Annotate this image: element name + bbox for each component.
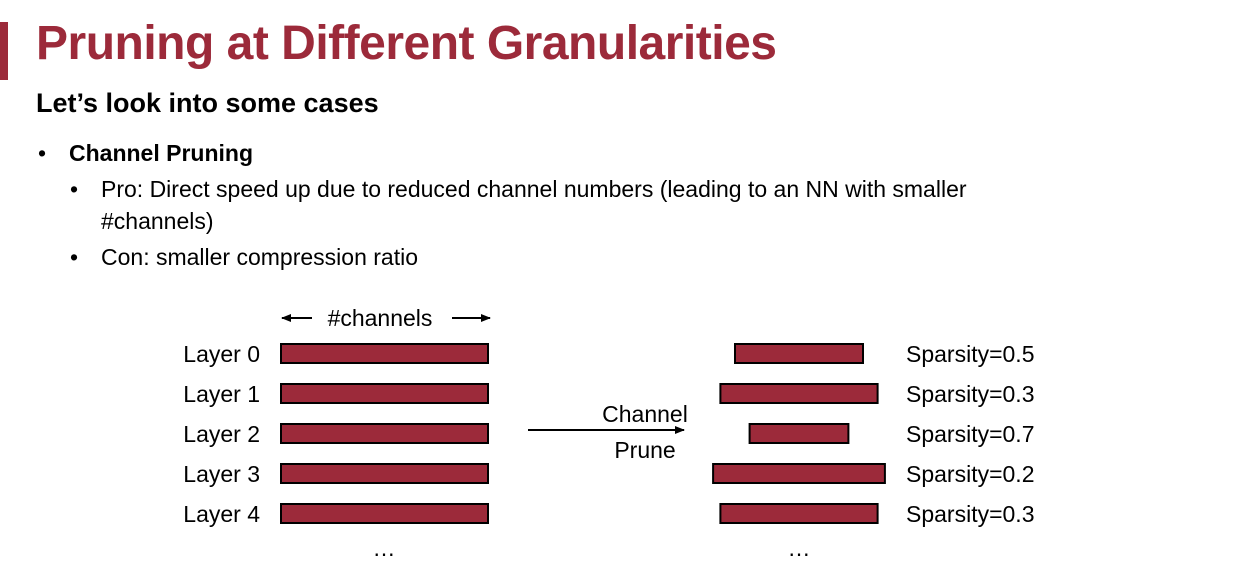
sparsity-label: Sparsity=0.2 xyxy=(906,461,1035,487)
bullet-text-continuation: #channels) xyxy=(101,208,214,234)
prune-arrow-label-line2: Prune xyxy=(614,437,675,463)
bullet-text: Channel Pruning xyxy=(69,140,253,166)
layer-bar-pruned xyxy=(719,383,879,404)
ellipsis-pruned: … xyxy=(788,535,811,561)
sparsity-label: Sparsity=0.3 xyxy=(906,381,1035,407)
channels-label: #channels xyxy=(328,305,433,331)
layer-bar-pruned xyxy=(719,503,879,524)
layer-label: Layer 2 xyxy=(183,421,260,447)
layer-bar-original xyxy=(280,383,489,404)
bullet-text: Pro: Direct speed up due to reduced chan… xyxy=(101,176,967,202)
sparsity-label: Sparsity=0.3 xyxy=(906,501,1035,527)
bullet-dot: • xyxy=(70,244,79,270)
prune-arrow-label-line1: Channel xyxy=(602,401,688,427)
layer-bar-original xyxy=(280,423,489,444)
bullet-text: Con: smaller compression ratio xyxy=(101,244,419,270)
bullet-dot: • xyxy=(70,176,79,202)
layer-bar-original xyxy=(280,503,489,524)
layer-bar-original xyxy=(280,343,489,364)
layer-bar-original xyxy=(280,463,489,484)
layer-bar-pruned xyxy=(712,463,886,484)
layer-bar-pruned xyxy=(734,343,864,364)
layer-bar-pruned xyxy=(748,423,850,444)
sparsity-label: Sparsity=0.7 xyxy=(906,421,1035,447)
bullet-dot: • xyxy=(38,140,47,166)
layer-label: Layer 0 xyxy=(183,341,260,367)
layer-label: Layer 4 xyxy=(183,501,260,527)
title-accent-bar xyxy=(0,22,8,80)
ellipsis-original: … xyxy=(373,535,396,561)
slide-title: Pruning at Different Granularities xyxy=(36,17,777,70)
slide-subtitle: Let’s look into some cases xyxy=(36,88,379,118)
sparsity-label: Sparsity=0.5 xyxy=(906,341,1035,367)
layer-label: Layer 3 xyxy=(183,461,260,487)
layer-label: Layer 1 xyxy=(183,381,260,407)
layers-group: Layer 0 Sparsity=0.5 Layer 1 Sparsity=0.3 La… xyxy=(183,341,1034,527)
